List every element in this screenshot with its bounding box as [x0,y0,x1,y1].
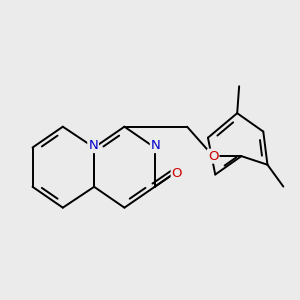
Text: O: O [208,150,218,163]
Text: N: N [151,139,160,152]
Text: O: O [172,167,182,180]
Text: N: N [88,139,98,152]
